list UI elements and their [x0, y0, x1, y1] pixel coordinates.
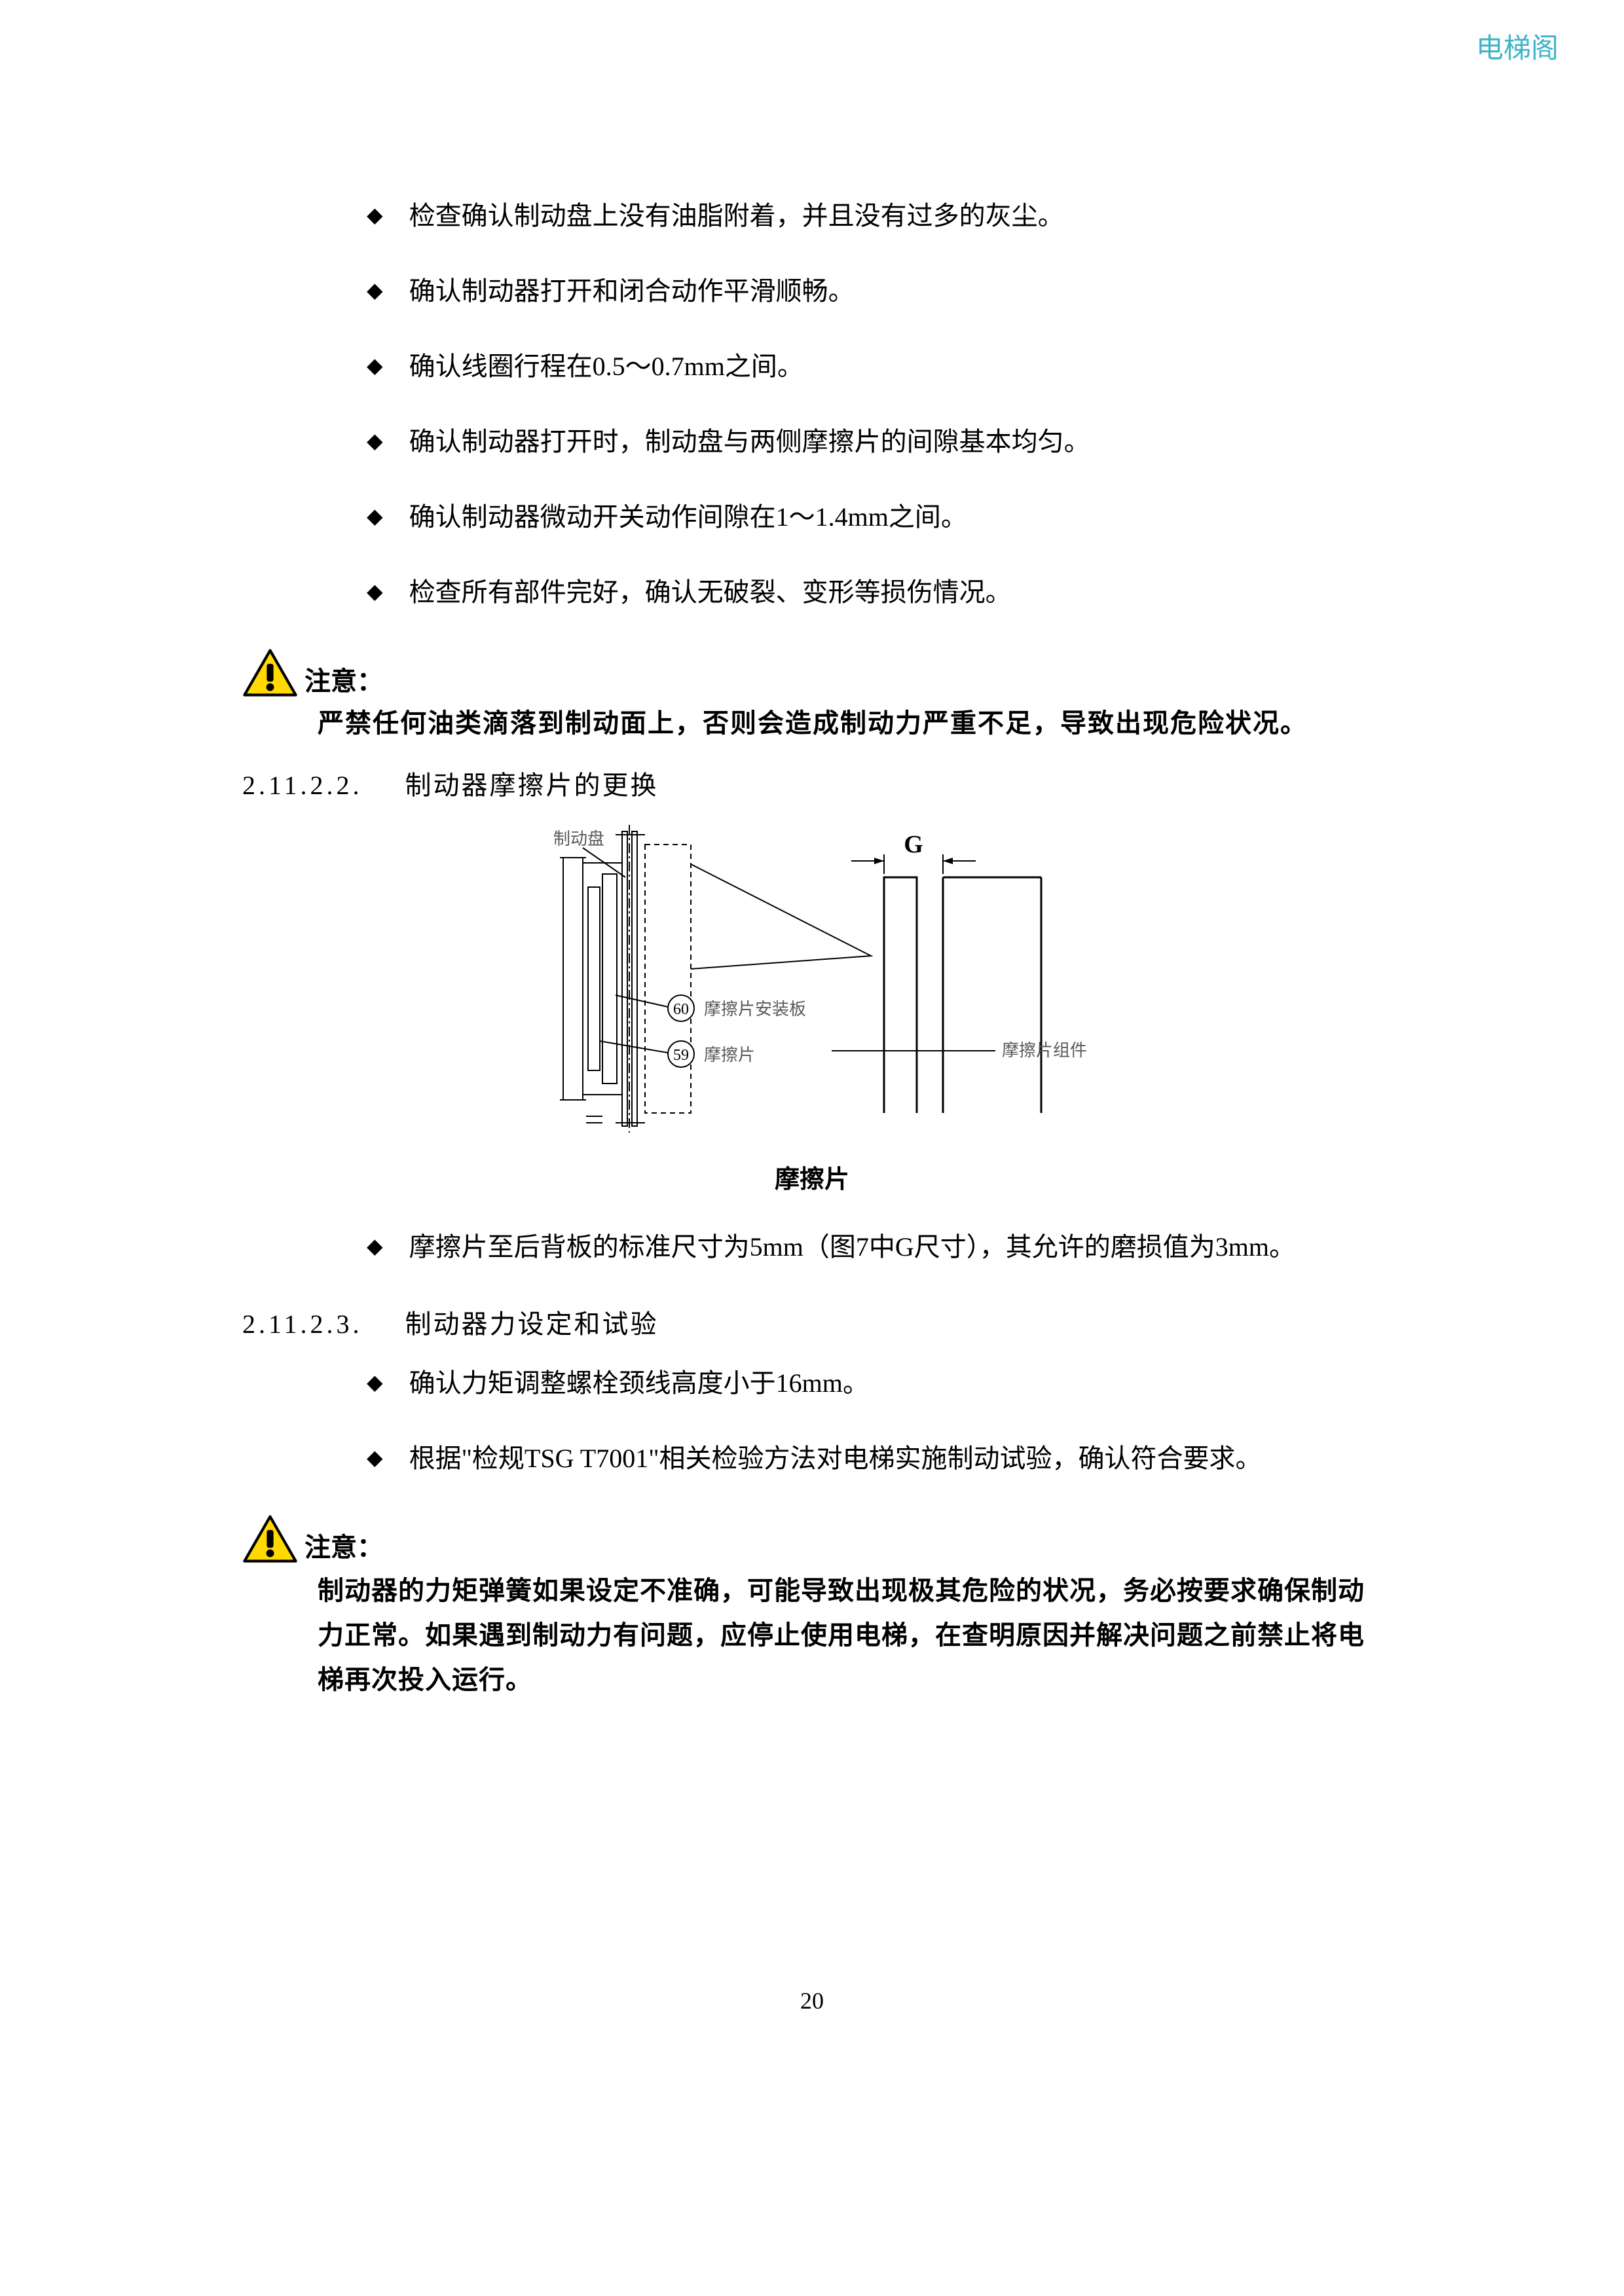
notice-label: 注意： [304, 666, 383, 697]
notice-header: 注意： [242, 1514, 1382, 1563]
notice-block-1: 注意： 严禁任何油类滴落到制动面上，否则会造成制动力严重不足，导致出现危险状况。 [242, 648, 1382, 744]
section-number: 2.11.2.3. [242, 1309, 363, 1339]
bullet-item: ◆ 确认制动器打开和闭合动作平滑顺畅。 [367, 272, 1382, 311]
watermark-text: 电梯阁 [1476, 26, 1559, 66]
bullet-text: 确认制动器打开时，制动盘与两侧摩擦片的间隙基本均匀。 [409, 422, 1090, 462]
bullet-text: 确认力矩调整螺栓颈线高度小于16mm。 [409, 1364, 869, 1403]
diamond-bullet-icon: ◆ [367, 272, 383, 310]
notice-text: 严禁任何油类滴落到制动面上，否则会造成制动力严重不足，导致出现危险状况。 [318, 702, 1382, 744]
friction-pad-diagram: 60 59 制动盘 摩擦片安装板 摩擦片 [485, 825, 1139, 1139]
callout-60: 60 [673, 1001, 689, 1018]
bullet-text: 检查确认制动盘上没有油脂附着，并且没有过多的灰尘。 [409, 196, 1064, 236]
bullet-text: 确认制动器打开和闭合动作平滑顺畅。 [409, 272, 855, 311]
bullet-list-3: ◆ 确认力矩调整螺栓颈线高度小于16mm。 ◆ 根据"检规TSG T7001"相… [367, 1364, 1382, 1478]
diamond-bullet-icon: ◆ [367, 1439, 383, 1477]
bullet-text: 确认线圈行程在0.5～0.7mm之间。 [409, 347, 803, 386]
section-number: 2.11.2.2. [242, 771, 363, 800]
notice-text: 制动器的力矩弹簧如果设定不准确，可能导致出现极其危险的状况，务必按要求确保制动力… [318, 1569, 1365, 1702]
bullet-text: 摩擦片至后背板的标准尺寸为5mm（图7中G尺寸），其允许的磨损值为3mm。 [409, 1228, 1295, 1267]
diamond-bullet-icon: ◆ [367, 498, 383, 536]
figure-friction-pad: 60 59 制动盘 摩擦片安装板 摩擦片 [485, 825, 1139, 1195]
warning-triangle-icon [242, 1514, 298, 1563]
bullet-list-1: ◆ 检查确认制动盘上没有油脂附着，并且没有过多的灰尘。 ◆ 确认制动器打开和闭合… [367, 196, 1382, 612]
label-g-dimension: G [904, 831, 923, 858]
diamond-bullet-icon: ◆ [367, 573, 383, 611]
label-assembly: 摩擦片组件 [1002, 1041, 1087, 1060]
section-title: 制动器摩擦片的更换 [405, 771, 659, 800]
notice-block-2: 注意： 制动器的力矩弹簧如果设定不准确，可能导致出现极其危险的状况，务必按要求确… [242, 1514, 1382, 1702]
bullet-item: ◆ 确认线圈行程在0.5～0.7mm之间。 [367, 347, 1382, 386]
bullet-item: ◆ 确认制动器打开时，制动盘与两侧摩擦片的间隙基本均匀。 [367, 422, 1382, 462]
bullet-item: ◆ 确认制动器微动开关动作间隙在1～1.4mm之间。 [367, 498, 1382, 537]
diamond-bullet-icon: ◆ [367, 347, 383, 385]
bullet-item: ◆ 根据"检规TSG T7001"相关检验方法对电梯实施制动试验，确认符合要求。 [367, 1439, 1382, 1478]
notice-label: 注意： [304, 1532, 383, 1563]
bullet-item: ◆ 确认力矩调整螺栓颈线高度小于16mm。 [367, 1364, 1382, 1403]
notice-header: 注意： [242, 648, 1382, 697]
bullet-item: ◆ 检查确认制动盘上没有油脂附着，并且没有过多的灰尘。 [367, 196, 1382, 236]
bullet-item: ◆ 摩擦片至后背板的标准尺寸为5mm（图7中G尺寸），其允许的磨损值为3mm。 [367, 1228, 1382, 1267]
label-mounting-plate: 摩擦片安装板 [704, 1000, 806, 1019]
bullet-item: ◆ 检查所有部件完好，确认无破裂、变形等损伤情况。 [367, 573, 1382, 612]
page-number: 20 [800, 1987, 824, 2014]
section-heading-2-11-2-3: 2.11.2.3. 制动器力设定和试验 [242, 1303, 1382, 1341]
section-heading-2-11-2-2: 2.11.2.2. 制动器摩擦片的更换 [242, 764, 1382, 802]
diamond-bullet-icon: ◆ [367, 1228, 383, 1266]
bullet-list-2: ◆ 摩擦片至后背板的标准尺寸为5mm（图7中G尺寸），其允许的磨损值为3mm。 [367, 1228, 1382, 1267]
section-title: 制动器力设定和试验 [405, 1309, 659, 1339]
warning-triangle-icon [242, 648, 298, 697]
diamond-bullet-icon: ◆ [367, 422, 383, 460]
diamond-bullet-icon: ◆ [367, 196, 383, 234]
callout-59: 59 [673, 1047, 689, 1064]
label-brake-disc: 制动盘 [553, 829, 604, 848]
label-friction-pad: 摩擦片 [704, 1046, 755, 1065]
bullet-text: 确认制动器微动开关动作间隙在1～1.4mm之间。 [409, 498, 967, 537]
page-content: ◆ 检查确认制动盘上没有油脂附着，并且没有过多的灰尘。 ◆ 确认制动器打开和闭合… [242, 196, 1382, 1722]
bullet-text: 根据"检规TSG T7001"相关检验方法对电梯实施制动试验，确认符合要求。 [409, 1439, 1262, 1478]
figure-caption: 摩擦片 [485, 1159, 1139, 1195]
bullet-text: 检查所有部件完好，确认无破裂、变形等损伤情况。 [409, 573, 1012, 612]
diamond-bullet-icon: ◆ [367, 1364, 383, 1402]
